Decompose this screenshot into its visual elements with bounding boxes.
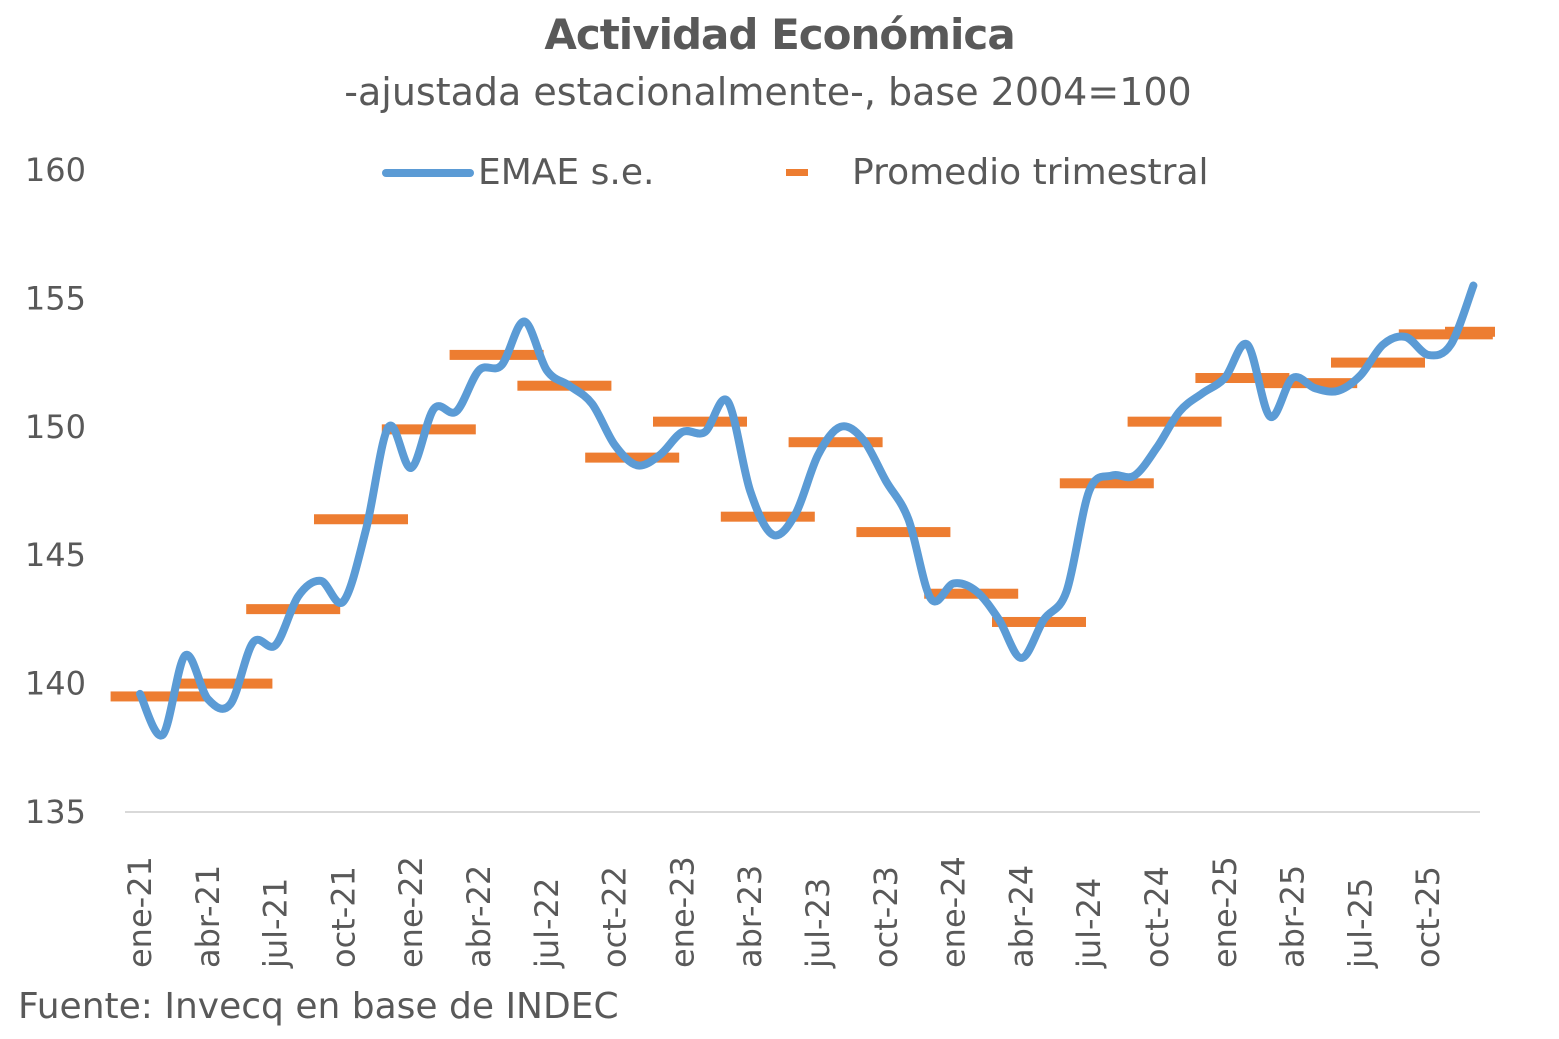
x-tick-label: abr-24 (1002, 865, 1040, 968)
x-tick-label: abr-25 (1274, 865, 1312, 968)
x-tick-label: oct-25 (1409, 866, 1447, 968)
y-tick-label: 145 (25, 536, 86, 574)
y-tick-label: 140 (25, 665, 86, 703)
quarterly-average-marker (1445, 326, 1495, 337)
y-tick-label: 155 (25, 279, 86, 317)
x-tick-label: ene-21 (121, 856, 159, 968)
x-tick-label: abr-21 (189, 865, 227, 968)
quarterly-average-marker (924, 588, 1019, 599)
x-tick-label: ene-25 (1206, 856, 1244, 968)
y-tick-label: 135 (25, 793, 86, 831)
y-tick-label: 160 (25, 151, 86, 189)
x-tick-label: oct-23 (867, 866, 905, 968)
x-tick-label: abr-22 (460, 865, 498, 968)
legend-item-emae: EMAE s.e. (382, 152, 654, 193)
x-tick-label: oct-21 (324, 866, 362, 968)
quarterly-average-marker (314, 514, 408, 525)
quarterly-average-marker (788, 437, 883, 448)
legend-label-emae: EMAE s.e. (478, 152, 655, 193)
x-tick-label: jul-25 (1341, 878, 1379, 969)
x-tick-label: jul-22 (528, 878, 566, 969)
quarterly-average-marker (856, 527, 951, 538)
series-line-emae (136, 281, 1478, 740)
legend-label-promedio: Promedio trimestral (852, 152, 1209, 193)
x-tick-label: jul-23 (799, 878, 837, 969)
x-tick-label: oct-22 (596, 866, 634, 968)
source-note: Fuente: Invecq en base de INDEC (18, 986, 619, 1027)
quarterly-average-marker (720, 511, 815, 522)
quarterly-average-marker (178, 678, 273, 689)
chart-subtitle: -ajustada estacionalmente-, base 2004=10… (344, 70, 1192, 114)
x-tick-label: jul-21 (257, 878, 295, 969)
quarterly-average-marker (585, 452, 680, 463)
x-tick-label: ene-22 (392, 856, 430, 968)
legend-line-swatch-icon (382, 168, 474, 177)
quarterly-average-marker (653, 416, 747, 427)
quarterly-average-marker (1331, 357, 1425, 368)
legend-item-promedio: Promedio trimestral (786, 152, 1209, 193)
chart-title: Actividad Económica (544, 10, 1015, 59)
quarterly-average-marker (1059, 478, 1154, 489)
x-tick-label: jul-24 (1070, 878, 1108, 969)
quarterly-average-marker (449, 349, 544, 360)
legend-dash-swatch-icon (786, 169, 808, 176)
x-tick-label: oct-24 (1138, 866, 1176, 968)
x-tick-label: ene-23 (663, 856, 701, 968)
y-tick-label: 150 (25, 408, 86, 446)
x-tick-label: abr-23 (731, 865, 769, 968)
x-tick-label: ene-24 (935, 856, 973, 968)
quarterly-average-marker (1195, 373, 1290, 384)
quarterly-average-marker (110, 691, 205, 702)
